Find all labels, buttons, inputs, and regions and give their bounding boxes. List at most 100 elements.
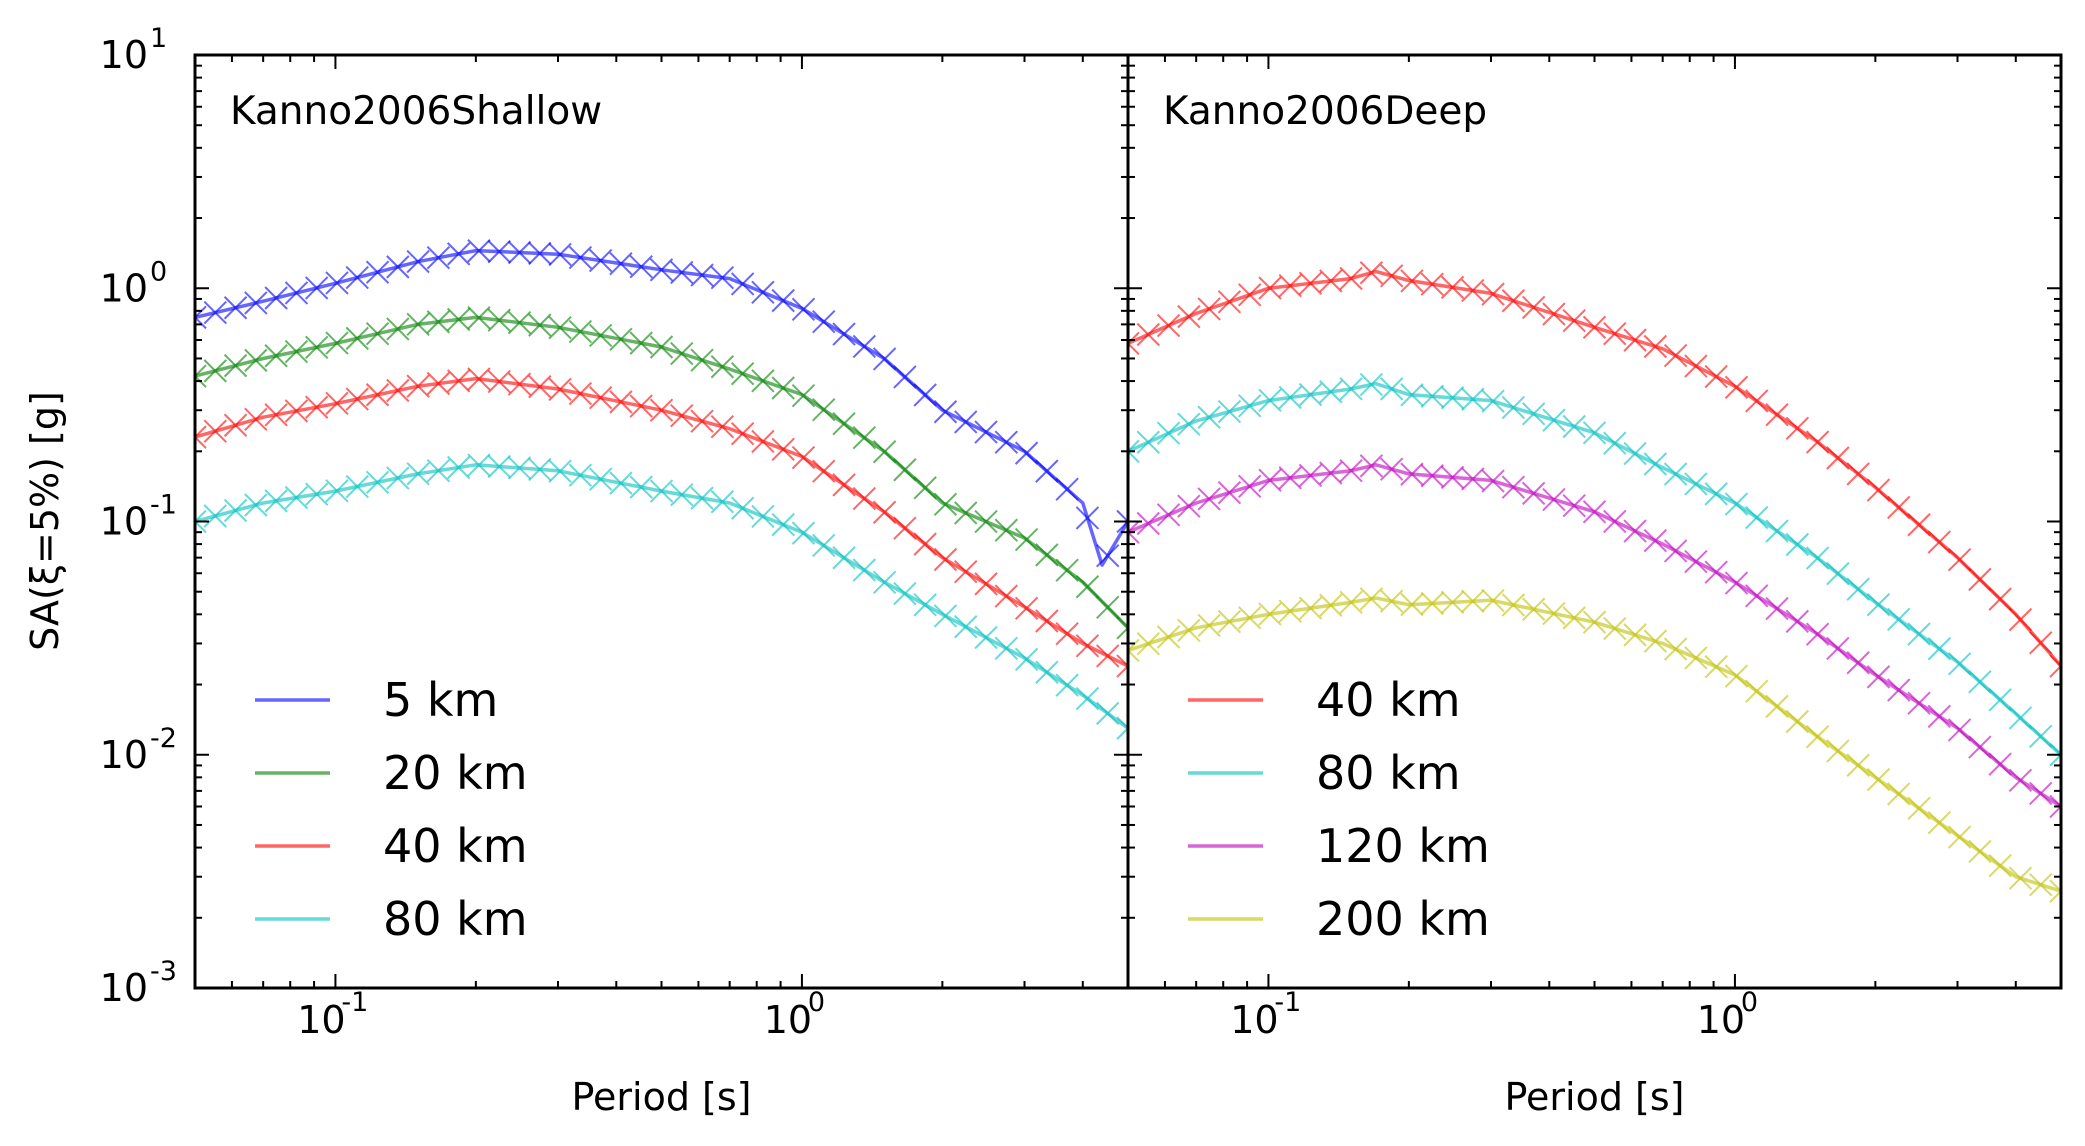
series-marker-1 <box>1866 592 1891 617</box>
y-tick-label: 10 <box>100 733 148 777</box>
x-axis-label: Period [s] <box>571 1075 751 1119</box>
series-marker-2 <box>1237 474 1262 498</box>
series-marker-3 <box>1542 601 1566 626</box>
series-marker-0 <box>568 245 593 270</box>
series-marker-1 <box>2049 743 2061 767</box>
series-marker-3 <box>1501 593 1526 617</box>
series-marker-2 <box>1440 465 1465 490</box>
series-marker-1 <box>872 440 897 464</box>
series-marker-3 <box>223 498 248 523</box>
series-marker-2 <box>1217 480 1242 505</box>
x-tick-label: 10 <box>1230 998 1278 1042</box>
series-marker-2 <box>1745 584 1769 608</box>
series-marker-0 <box>1643 334 1668 359</box>
series-marker-2 <box>1035 609 1059 633</box>
series-marker-3 <box>1055 673 1079 697</box>
series-marker-0 <box>1907 513 1931 537</box>
series-marker-3 <box>1785 709 1810 734</box>
series-marker-2 <box>730 421 755 446</box>
series-marker-1 <box>528 313 552 337</box>
series-marker-2 <box>203 419 227 443</box>
series-marker-3 <box>812 533 836 558</box>
series-marker-3 <box>1128 638 1140 663</box>
series-marker-3 <box>1177 618 1201 642</box>
series-marker-2 <box>1582 500 1607 524</box>
series-marker-0 <box>426 246 451 270</box>
series-marker-0 <box>507 240 532 265</box>
series-line-2 <box>195 376 1128 668</box>
series-marker-3 <box>528 457 552 482</box>
series-marker-0 <box>710 265 735 290</box>
series-marker-3 <box>1887 782 1911 806</box>
series-marker-3 <box>1359 587 1384 611</box>
series-marker-3 <box>365 470 390 494</box>
series-line-0 <box>1128 269 2061 668</box>
series-marker-3 <box>467 453 491 477</box>
series-marker-3 <box>1643 629 1668 653</box>
series-marker-0 <box>2029 631 2053 655</box>
series-line-3 <box>195 463 1128 730</box>
series-marker-2 <box>1684 549 1708 574</box>
series-marker-0 <box>1055 477 1079 501</box>
series-marker-2 <box>304 395 329 419</box>
series-marker-3 <box>1907 796 1931 821</box>
series-marker-1 <box>1988 688 2012 712</box>
series-marker-2 <box>1968 735 1992 759</box>
series-marker-3 <box>913 593 937 617</box>
series-marker-2 <box>1846 651 1870 675</box>
series-marker-2 <box>629 394 653 418</box>
series-marker-1 <box>1278 385 1302 410</box>
series-marker-3 <box>548 459 572 483</box>
series-marker-2 <box>1359 454 1384 478</box>
series-marker-3 <box>446 455 471 480</box>
series-marker-0 <box>649 258 674 282</box>
series-marker-2 <box>487 369 511 394</box>
series-marker-0 <box>2049 654 2061 678</box>
series-marker-2 <box>548 377 572 402</box>
series-marker-2 <box>974 572 998 596</box>
series-marker-2 <box>1116 654 1128 678</box>
series-marker-1 <box>933 492 958 517</box>
series-marker-0 <box>1846 462 1870 486</box>
series-marker-3 <box>2049 879 2061 903</box>
series-marker-2 <box>1379 457 1404 481</box>
series-marker-2 <box>244 407 268 432</box>
series-line-3 <box>1128 596 2061 893</box>
series-marker-3 <box>994 636 1019 660</box>
series-marker-3 <box>1217 609 1242 634</box>
y-axis-label: SA(ξ=5%) [g] <box>23 391 67 651</box>
series-marker-3 <box>345 474 369 499</box>
series-marker-2 <box>933 547 958 572</box>
series-marker-0 <box>1197 297 1221 321</box>
series-marker-1 <box>649 335 674 359</box>
series-marker-0 <box>325 271 349 295</box>
series-marker-2 <box>872 500 897 524</box>
series-marker-1 <box>1096 595 1120 620</box>
series-marker-3 <box>893 581 917 606</box>
series-marker-2 <box>1704 560 1728 584</box>
series-marker-2 <box>1400 462 1424 486</box>
series-marker-3 <box>1826 739 1850 763</box>
series-marker-1 <box>954 501 978 525</box>
series-marker-3 <box>1258 602 1282 626</box>
series-marker-1 <box>1339 377 1363 401</box>
series-marker-1 <box>751 369 775 393</box>
series-marker-0 <box>304 276 329 300</box>
series-marker-2 <box>1562 493 1586 518</box>
series-marker-3 <box>1096 701 1120 726</box>
series-marker-3 <box>1704 655 1728 679</box>
series-marker-1 <box>1440 386 1465 410</box>
series-marker-3 <box>1136 632 1160 656</box>
series-marker-3 <box>1400 592 1424 617</box>
series-marker-3 <box>507 456 532 480</box>
series-marker-0 <box>974 420 998 444</box>
series-marker-0 <box>1420 272 1444 296</box>
series-marker-0 <box>244 291 268 315</box>
series-marker-1 <box>1805 546 1830 570</box>
series-marker-3 <box>2008 866 2033 890</box>
series-marker-3 <box>771 512 795 537</box>
series-marker-3 <box>426 458 451 483</box>
panel-title: Kanno2006Deep <box>1163 89 1487 134</box>
